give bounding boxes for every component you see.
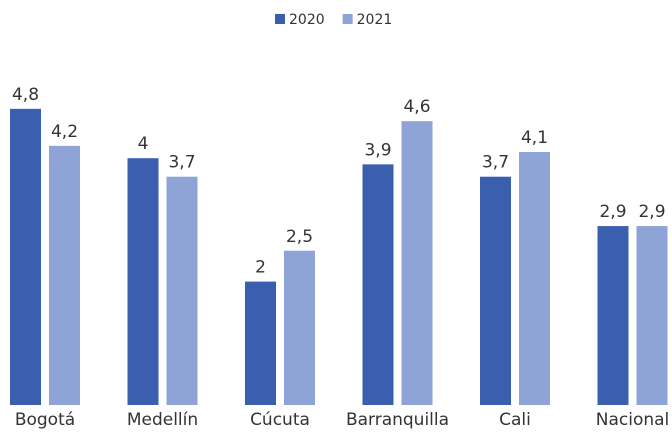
- bar: [401, 121, 433, 406]
- bar: [519, 152, 550, 405]
- bar: [480, 176, 511, 405]
- legend-label: 2021: [357, 12, 393, 28]
- legend-label: 2020: [289, 12, 325, 28]
- x-tick-label: Medellín: [127, 410, 198, 430]
- bar: [166, 176, 198, 405]
- bar: [10, 108, 41, 405]
- data-label: 4: [138, 134, 149, 154]
- x-tick-label: Bogotá: [15, 410, 75, 430]
- bar: [636, 226, 668, 405]
- data-label: 2,9: [599, 202, 626, 222]
- data-label: 2,9: [638, 202, 665, 222]
- data-label: 4,6: [403, 97, 430, 117]
- data-label: 3,9: [364, 140, 391, 160]
- bar: [245, 281, 276, 405]
- data-label: 3,7: [168, 153, 195, 173]
- data-label: 2: [255, 258, 266, 278]
- bar: [127, 158, 159, 405]
- bar: [597, 226, 629, 405]
- bar: [362, 164, 394, 405]
- legend-swatch: [342, 14, 353, 24]
- data-label: 3,7: [482, 153, 509, 173]
- data-label: 4,2: [51, 122, 78, 142]
- x-tick-label: Cúcuta: [250, 410, 310, 430]
- legend-swatch: [275, 14, 285, 24]
- data-label: 2,5: [286, 227, 313, 247]
- bar: [284, 250, 315, 405]
- data-label: 4,1: [521, 128, 548, 148]
- bar: [49, 145, 80, 406]
- x-tick-label: Nacional: [596, 410, 670, 430]
- x-tick-label: Barranquilla: [346, 410, 449, 430]
- data-label: 4,8: [12, 85, 39, 105]
- x-tick-label: Cali: [499, 410, 531, 430]
